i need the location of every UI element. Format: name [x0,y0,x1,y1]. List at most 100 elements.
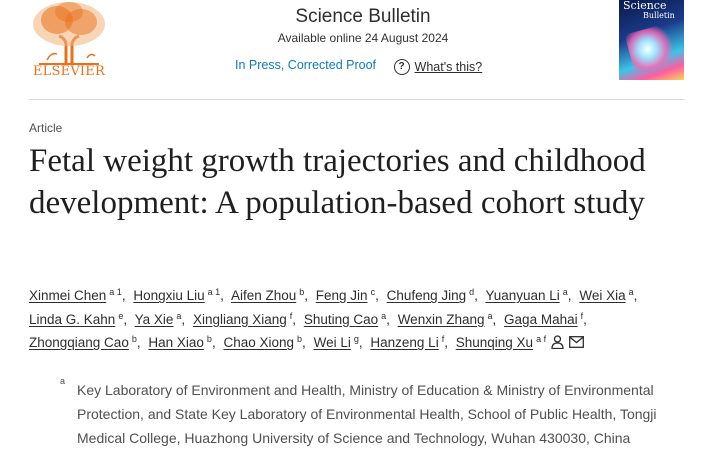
in-press-link[interactable]: In Press, Corrected Proof [235,58,377,72]
author-name: Han Xiao [148,335,204,350]
author-affiliation-marker: a [562,287,568,297]
cover-subtitle: Bulletin [643,11,675,20]
whats-this-button[interactable]: ? What's this? [393,59,483,75]
elsevier-logo[interactable]: ELSEVIER [29,0,109,80]
author-link[interactable]: Hanzeng Li f [370,334,445,351]
author-separator: , [123,311,128,327]
author-separator: , [211,335,216,350]
author-separator: , [220,288,224,303]
author-link[interactable]: Wenxin Zhang a [397,310,493,327]
journal-cover-image[interactable]: Science Bulletin [619,0,684,80]
person-icon[interactable] [551,335,564,349]
author-separator: , [302,335,306,350]
author-list: Xinmei Chen a 1, Hongxiu Liu a 1, Aifen Zh… [29,284,689,355]
author-name: Wei Li [313,335,351,350]
author-name: Shunqing Xu [455,335,534,350]
author-link[interactable]: Shuting Cao a [303,310,387,327]
author-affiliation-marker: a [381,310,387,321]
author-link[interactable]: Aifen Zhou b [230,287,305,304]
author-separator: , [386,311,390,327]
author-link[interactable]: Wei Xia a [579,287,634,304]
author-name: Aifen Zhou [230,288,297,303]
tree-icon [33,2,105,65]
author-affiliation-marker: b [131,334,137,344]
author-separator: , [304,288,309,303]
corresponding-author-icons [551,335,585,349]
author-name: Xinmei Chen [29,288,107,303]
author-affiliation-marker: f [441,334,445,344]
author-affiliation-marker: c [370,287,376,297]
author-separator: , [492,311,497,327]
author-name: Yuanyuan Li [485,288,560,303]
author-affiliation-marker: f [289,310,293,321]
author-affiliation-marker: a f [536,334,547,344]
author-separator: , [136,335,141,350]
author-affiliation-marker: g [353,334,359,344]
cover-title: Science [623,0,667,12]
question-circle-icon: ? [393,59,410,75]
author-link[interactable]: Shunqing Xu a f [455,334,585,350]
cover-artwork [624,22,680,74]
affiliation-marker: a [60,376,66,386]
author-affiliation-marker: a [487,310,493,321]
journal-header: Science Bulletin Available online 24 Aug… [200,6,526,45]
author-link[interactable]: Chufeng Jing d [386,287,475,304]
author-link[interactable]: Ya Xie a [134,310,182,327]
author-separator: , [444,335,448,350]
author-affiliation-marker: f [580,310,584,321]
author-name: Xingliang Xiang [192,311,287,327]
author-separator: , [121,288,126,303]
author-name: Chufeng Jing [386,288,467,303]
author-separator: , [567,288,572,303]
header-divider [29,99,685,100]
author-affiliation-marker: b [297,334,303,344]
author-link[interactable]: Xingliang Xiang f [192,310,293,327]
author-name: Wei Xia [579,288,626,303]
author-affiliation-marker: a [176,310,182,321]
author-affiliation-marker: b [299,287,305,297]
author-separator: , [474,288,478,303]
author-link[interactable]: Hongxiu Liu a 1 [133,287,221,304]
author-separator: , [358,335,363,350]
author-separator: , [633,288,638,303]
article-type-label: Article [29,121,63,135]
author-name: Shuting Cao [303,311,379,327]
author-link[interactable]: Xinmei Chen a 1 [29,287,122,304]
author-separator: , [292,311,297,327]
author-name: Gaga Mahai [504,311,578,327]
article-title: Fetal weight growth trajectories and chi… [29,143,646,221]
author-name: Feng Jin [315,288,368,303]
author-link[interactable]: Yuanyuan Li a [485,287,568,304]
author-affiliation-marker: b [206,334,212,344]
envelope-icon[interactable] [569,336,585,348]
author-affiliation-marker: a [628,287,634,297]
affiliation-text: Key Laboratory of Environment and Health… [77,382,657,446]
author-link[interactable]: Linda G. Kahn e [29,310,124,327]
author-separator: , [181,311,186,327]
author-name: Chao Xiong [223,335,295,350]
author-affiliation-marker: d [469,287,475,297]
author-name: Hongxiu Liu [133,288,205,303]
author-affiliation-marker: a 1 [109,287,122,297]
author-link[interactable]: Zhongqiang Cao b [29,334,137,351]
author-link[interactable]: Wei Li g [313,334,359,351]
author-link[interactable]: Gaga Mahai f [504,310,584,327]
author-name: Linda G. Kahn [29,311,116,327]
author-affiliation-marker: a 1 [207,287,221,297]
author-name: Zhongqiang Cao [29,335,129,350]
author-separator: , [583,311,587,327]
author-link[interactable]: Han Xiao b [148,334,212,351]
author-separator: , [375,288,379,303]
elsevier-wordmark: ELSEVIER [33,64,105,79]
author-name: Hanzeng Li [370,335,439,350]
author-name: Wenxin Zhang [397,311,485,327]
article-status-row: In Press, Corrected Proof ? What's this? [235,58,482,75]
affiliation-a: a Key Laboratory of Environment and Heal… [56,376,696,450]
author-name: Ya Xie [134,311,174,327]
author-link[interactable]: Feng Jin c [315,287,376,304]
whats-this-link[interactable]: What's this? [414,60,483,74]
journal-title-link[interactable]: Science Bulletin [295,6,431,27]
author-link[interactable]: Chao Xiong b [223,334,303,351]
author-affiliation-marker: e [118,310,124,321]
available-online-date: Available online 24 August 2024 [277,31,449,45]
